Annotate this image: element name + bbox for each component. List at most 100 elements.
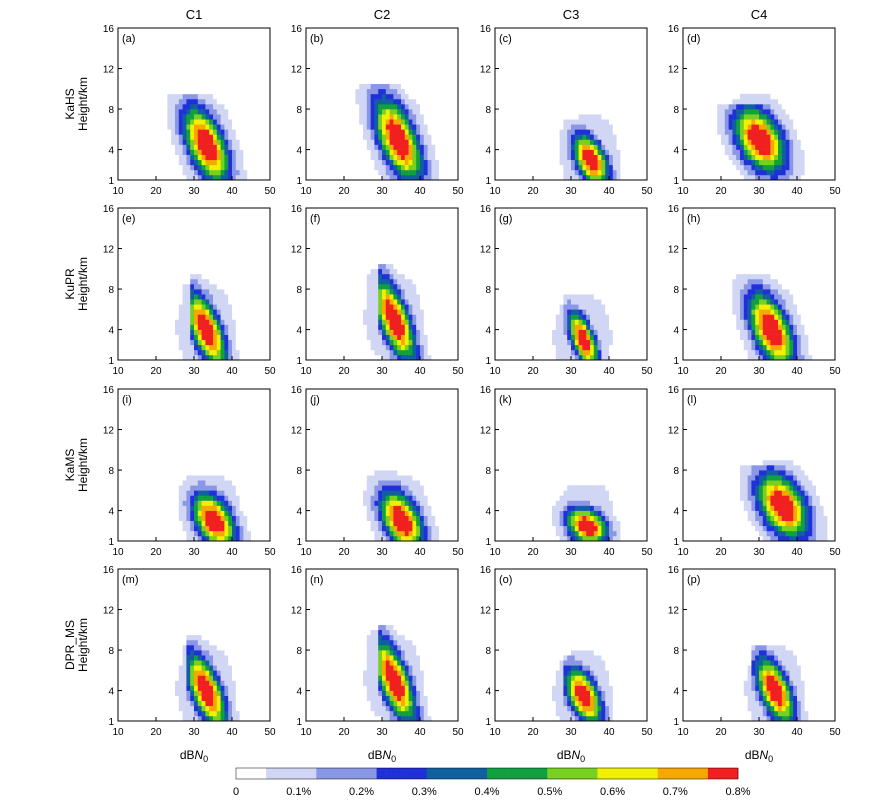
heatmap-cell: [616, 309, 621, 315]
heatmap-cell: [186, 109, 191, 115]
heatmap-cell: [239, 324, 244, 330]
heatmap-cell: [446, 304, 451, 310]
heatmap-cell: [344, 294, 349, 300]
heatmap-cell: [442, 344, 447, 351]
y-tick-label: 16: [103, 24, 115, 35]
heatmap-cell: [247, 495, 252, 501]
heatmap-cell: [401, 344, 406, 351]
heatmap-cell: [635, 114, 640, 120]
heatmap-cell: [351, 329, 356, 335]
heatmap-cell: [412, 334, 417, 341]
y-tick-label: 12: [480, 245, 492, 256]
heatmap-cell: [439, 304, 444, 310]
heatmap-cell: [416, 134, 421, 140]
heatmap-cell: [789, 154, 794, 161]
heatmap-cell: [351, 258, 356, 265]
heatmap-cell: [258, 515, 263, 522]
heatmap-cell: [374, 273, 379, 280]
heatmap-cell: [597, 169, 602, 176]
heatmap-cell: [366, 253, 371, 259]
heatmap-cell: [190, 169, 195, 176]
heatmap-cell: [789, 273, 794, 280]
heatmap-cell: [612, 289, 617, 295]
heatmap-cell: [605, 324, 610, 330]
heatmap-cell: [232, 525, 237, 532]
heatmap-cell: [247, 304, 252, 310]
heatmap-cell: [439, 334, 444, 341]
heatmap-cell: [378, 485, 383, 491]
heatmap-cell: [450, 510, 455, 516]
heatmap-cell: [431, 289, 436, 295]
heatmap-cell: [220, 299, 225, 305]
heatmap-cell: [197, 495, 202, 501]
heatmap-cell: [412, 93, 417, 100]
heatmap-cell: [781, 349, 786, 356]
heatmap-cell: [190, 268, 195, 275]
heatmap-cell: [593, 134, 598, 140]
heatmap-cell: [167, 349, 172, 356]
heatmap-cell: [209, 144, 214, 150]
heatmap-cell: [816, 294, 821, 300]
heatmap-cell: [351, 485, 356, 491]
heatmap-cell: [408, 354, 413, 361]
heatmap-cell: [628, 319, 633, 325]
heatmap-cell: [194, 470, 199, 476]
heatmap-cell: [355, 324, 360, 330]
heatmap-cell: [793, 109, 798, 115]
heatmap-cell: [620, 174, 625, 181]
heatmap-cell: [732, 278, 737, 285]
heatmap-cell: [351, 129, 356, 135]
heatmap-cell: [374, 334, 379, 341]
heatmap-cell: [578, 159, 583, 166]
heatmap-cell: [382, 525, 387, 532]
heatmap-cell: [431, 124, 436, 130]
heatmap-cell: [382, 114, 387, 120]
heatmap-cell: [247, 294, 252, 300]
heatmap-cell: [205, 495, 210, 501]
heatmap-cell: [232, 329, 237, 335]
heatmap-cell: [620, 284, 625, 290]
heatmap-cell: [254, 334, 259, 341]
heatmap-cell: [420, 520, 425, 527]
heatmap-cell: [205, 525, 210, 532]
heatmap-cell: [167, 263, 172, 270]
heatmap-cell: [793, 349, 798, 356]
heatmap-cell: [393, 520, 398, 527]
heatmap-cell: [431, 329, 436, 335]
heatmap-cell: [586, 309, 591, 315]
heatmap-cell: [366, 144, 371, 150]
heatmap-cell: [404, 495, 409, 501]
heatmap-cell: [393, 169, 398, 176]
heatmap-cell: [235, 98, 240, 105]
heatmap-cell: [601, 109, 606, 115]
heatmap-cell: [156, 169, 161, 176]
heatmap-cell: [590, 124, 595, 130]
heatmap-cell: [235, 278, 240, 285]
heatmap-cell: [254, 149, 259, 155]
y-tick-label: 12: [291, 65, 303, 76]
heatmap-cell: [216, 535, 221, 542]
heatmap-cell: [220, 139, 225, 145]
heatmap-cell: [420, 510, 425, 516]
heatmap-cell: [732, 314, 737, 320]
heatmap-cell: [586, 159, 591, 166]
heatmap-cell: [247, 299, 252, 305]
heatmap-cell: [378, 73, 383, 79]
heatmap-cell: [232, 480, 237, 486]
heatmap-cell: [593, 154, 598, 161]
heatmap-cell: [766, 329, 771, 335]
heatmap-cell: [800, 164, 805, 171]
heatmap-cell: [446, 515, 451, 522]
heatmap-cell: [347, 309, 352, 315]
heatmap-cell: [182, 169, 187, 176]
heatmap-cell: [228, 515, 233, 522]
heatmap-cell: [590, 139, 595, 145]
heatmap-cell: [374, 510, 379, 516]
heatmap-cell: [171, 314, 176, 320]
heatmap-cell: [220, 114, 225, 120]
heatmap-cell: [574, 139, 579, 145]
heatmap-cell: [220, 470, 225, 476]
heatmap-cell: [724, 174, 729, 181]
heatmap-cell: [536, 339, 541, 346]
heatmap-cell: [612, 139, 617, 145]
